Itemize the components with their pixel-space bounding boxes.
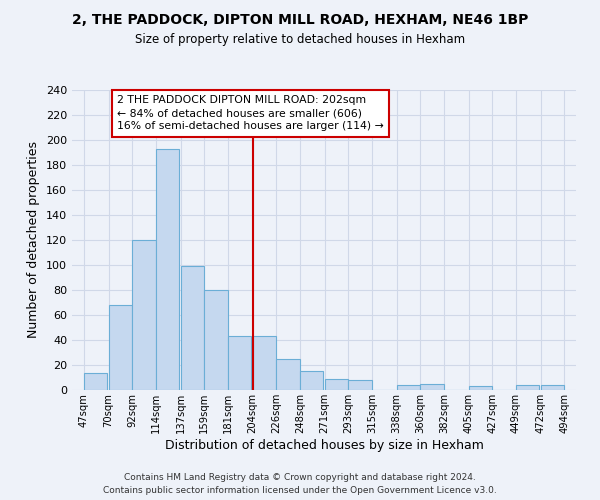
Bar xyxy=(204,290,228,390)
Bar xyxy=(84,372,107,390)
Bar xyxy=(228,336,251,390)
Text: Contains public sector information licensed under the Open Government Licence v3: Contains public sector information licen… xyxy=(103,486,497,495)
Bar xyxy=(541,385,564,390)
Y-axis label: Number of detached properties: Number of detached properties xyxy=(28,142,40,338)
Bar xyxy=(276,359,300,390)
Bar xyxy=(109,305,132,390)
Bar xyxy=(469,386,492,390)
Bar xyxy=(300,371,323,390)
Text: 2, THE PADDOCK, DIPTON MILL ROAD, HEXHAM, NE46 1BP: 2, THE PADDOCK, DIPTON MILL ROAD, HEXHAM… xyxy=(72,12,528,26)
Text: 2 THE PADDOCK DIPTON MILL ROAD: 202sqm
← 84% of detached houses are smaller (606: 2 THE PADDOCK DIPTON MILL ROAD: 202sqm ←… xyxy=(117,95,384,132)
Bar xyxy=(156,149,179,390)
Text: Contains HM Land Registry data © Crown copyright and database right 2024.: Contains HM Land Registry data © Crown c… xyxy=(124,472,476,482)
X-axis label: Distribution of detached houses by size in Hexham: Distribution of detached houses by size … xyxy=(164,438,484,452)
Bar xyxy=(325,379,348,390)
Bar xyxy=(132,240,156,390)
Bar xyxy=(397,385,420,390)
Bar xyxy=(420,384,444,390)
Bar xyxy=(253,336,276,390)
Bar xyxy=(181,266,204,390)
Bar xyxy=(516,385,539,390)
Bar xyxy=(348,380,372,390)
Text: Size of property relative to detached houses in Hexham: Size of property relative to detached ho… xyxy=(135,32,465,46)
